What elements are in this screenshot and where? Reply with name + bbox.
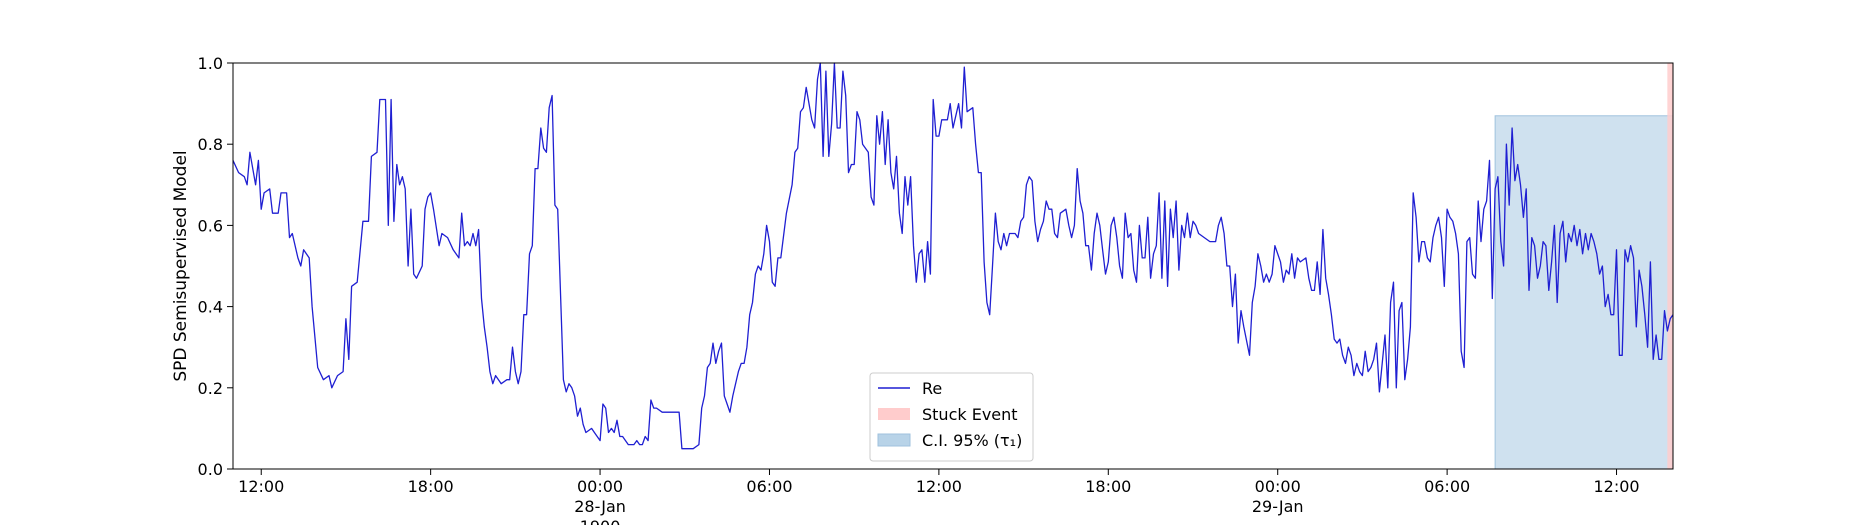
y-axis-ticks: 0.0 0.2 0.4 0.6 0.8 1.0 xyxy=(198,54,233,479)
x-tick-label: 00:00 xyxy=(577,477,623,496)
y-tick-label: 1.0 xyxy=(198,54,223,73)
series-line-re xyxy=(232,62,1674,450)
x-tick-label: 18:00 xyxy=(408,477,454,496)
legend: Re Stuck Event C.I. 95% (τ₁) xyxy=(869,372,1034,462)
legend-swatch-ci xyxy=(877,433,911,447)
x-tick-label: 06:00 xyxy=(746,477,792,496)
y-tick-label: 0.4 xyxy=(198,298,223,317)
y-axis-label: SPD Semisupervised Model xyxy=(171,150,191,381)
series-line-group xyxy=(232,62,1674,450)
stuck-event-region xyxy=(1667,63,1673,469)
x-tick-label: 1900 xyxy=(580,517,621,525)
legend-label: Re xyxy=(922,379,942,398)
shaded-regions xyxy=(1494,63,1674,470)
x-axis-ticks: 12:0018:0000:0028-Jan190006:0012:0018:00… xyxy=(238,469,1640,525)
plot-frame xyxy=(232,62,1674,470)
x-tick-label: 00:00 xyxy=(1255,477,1301,496)
y-tick-label: 0.2 xyxy=(198,379,223,398)
legend-label: Stuck Event xyxy=(922,405,1018,424)
y-tick-label: 0.6 xyxy=(198,216,223,235)
y-tick-label: 0.8 xyxy=(198,135,223,154)
legend-swatch-stuck xyxy=(878,408,910,420)
x-tick-label: 12:00 xyxy=(238,477,284,496)
x-tick-label: 18:00 xyxy=(1085,477,1131,496)
x-tick-label: 12:00 xyxy=(1593,477,1639,496)
legend-label: C.I. 95% (τ₁) xyxy=(922,431,1022,450)
x-tick-label: 29-Jan xyxy=(1252,497,1304,516)
x-tick-label: 06:00 xyxy=(1424,477,1470,496)
x-tick-label: 12:00 xyxy=(916,477,962,496)
y-tick-label: 0.0 xyxy=(198,460,223,479)
ci-95-region xyxy=(1494,115,1674,470)
x-tick-label: 28-Jan xyxy=(574,497,626,516)
legend-box xyxy=(869,372,1034,462)
